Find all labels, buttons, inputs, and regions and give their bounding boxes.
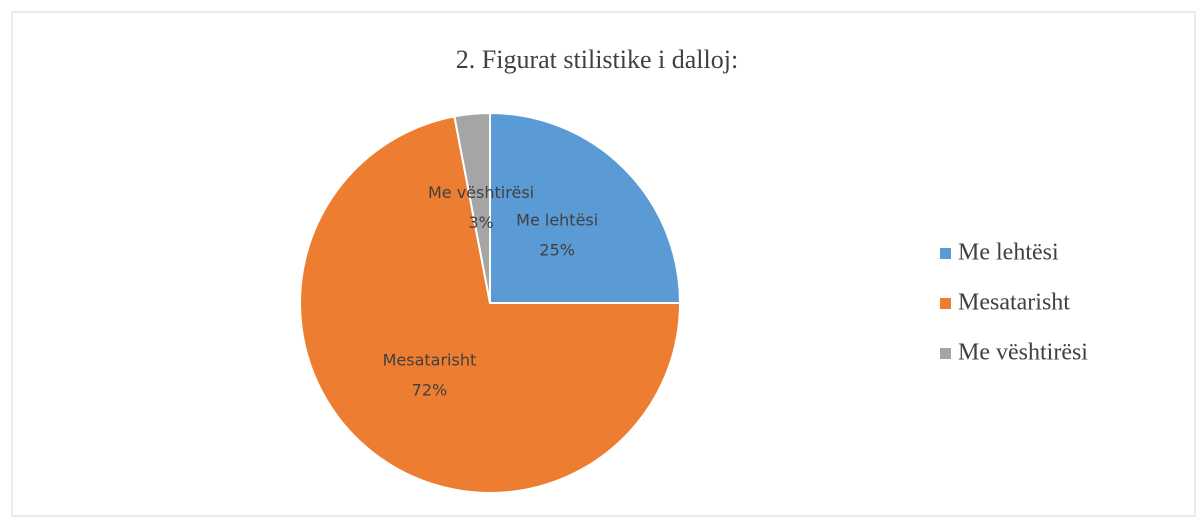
slice-label-name: Me vështirësi — [428, 183, 534, 202]
pie-slice — [453, 111, 491, 304]
slice-label-value: 3% — [468, 213, 493, 232]
legend-label: Mesatarisht — [958, 290, 1070, 316]
pie-slice — [299, 115, 682, 494]
slice-label-name: Me lehtësi — [516, 210, 598, 229]
pie-slice — [489, 111, 682, 304]
legend-label: Me vështirësi — [958, 340, 1088, 366]
legend-swatch — [940, 248, 951, 259]
chart-title: 2. Figurat stilistike i dalloj: — [456, 45, 738, 74]
legend-swatch — [940, 348, 951, 359]
slice-label-value: 25% — [539, 240, 575, 259]
slice-label-name: Mesatarisht — [383, 351, 477, 370]
slice-label-value: 72% — [412, 381, 448, 400]
legend-label: Me lehtësi — [958, 240, 1059, 266]
legend-swatch — [940, 298, 951, 309]
